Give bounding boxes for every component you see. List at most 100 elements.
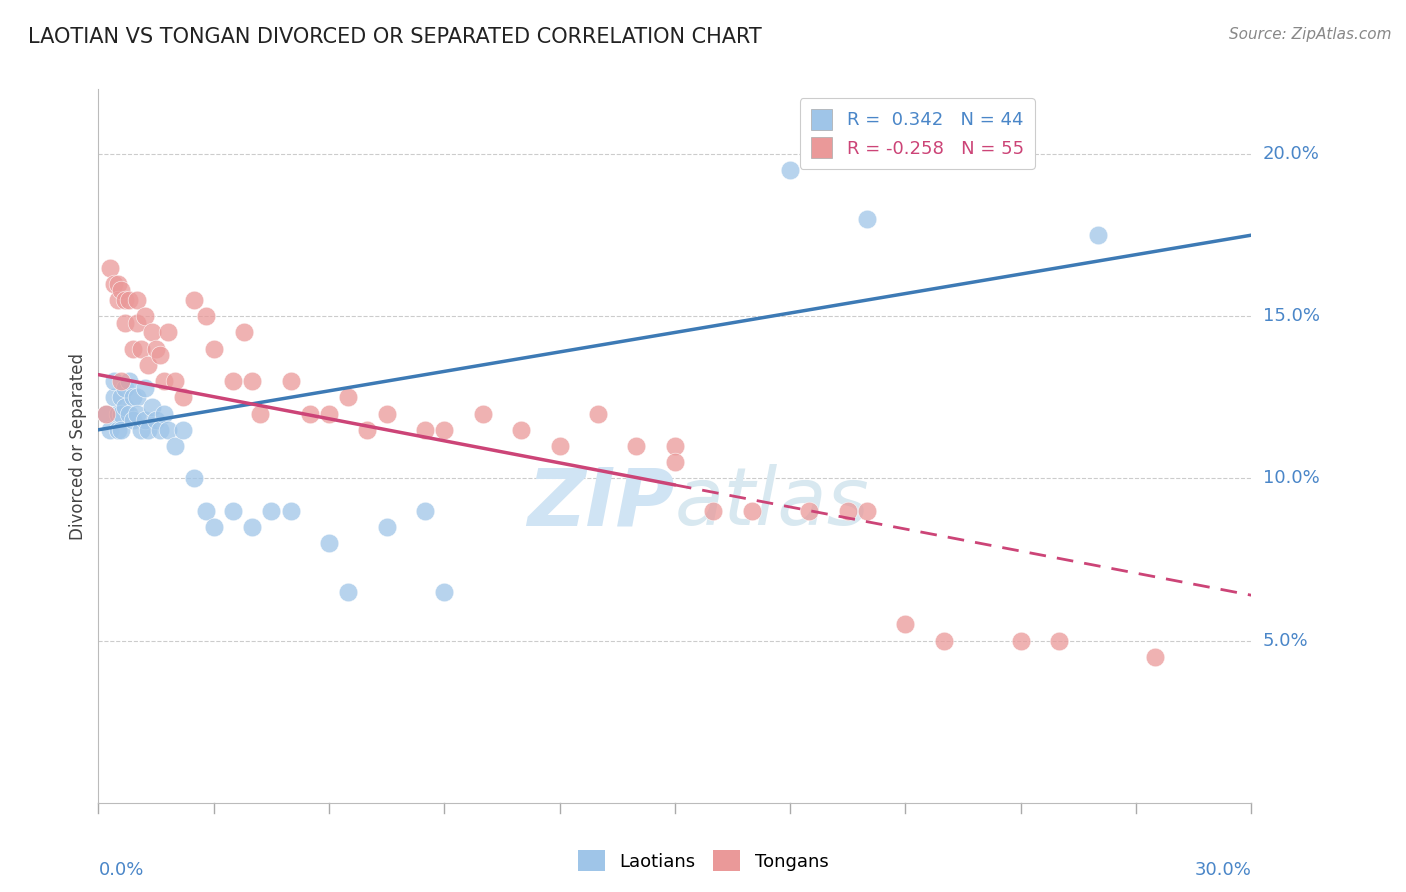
Point (195, 310, 218, 324)
Point (249, 407, 271, 421)
Point (103, 390, 125, 404)
Point (165, 374, 187, 388)
Point (586, 407, 609, 421)
Point (138, 358, 160, 372)
Point (741, 504, 763, 518)
Point (1010, 147, 1032, 161)
Point (125, 293, 148, 307)
Text: 20.0%: 20.0% (1263, 145, 1320, 163)
Text: atlas: atlas (675, 464, 870, 542)
Point (134, 310, 156, 324)
Point (298, 407, 321, 421)
Point (107, 293, 129, 307)
Point (433, 423, 456, 437)
Point (149, 423, 172, 437)
Point (183, 471, 205, 485)
Point (110, 374, 132, 388)
Point (233, 326, 256, 340)
Point (141, 400, 163, 414)
Point (240, 374, 263, 388)
Point (318, 536, 340, 550)
Point (337, 390, 360, 404)
Point (222, 504, 245, 518)
Point (318, 407, 340, 421)
Point (118, 407, 141, 421)
Point (145, 413, 167, 427)
Point (149, 348, 172, 362)
Point (94, 407, 117, 421)
Point (103, 374, 125, 388)
Point (240, 520, 263, 534)
Point (152, 407, 174, 421)
Point (664, 439, 686, 453)
Point (626, 439, 648, 453)
Point (110, 390, 132, 404)
Point (799, 504, 821, 518)
Point (548, 439, 571, 453)
Text: 5.0%: 5.0% (1263, 632, 1309, 649)
Point (110, 283, 132, 297)
Point (1047, 633, 1070, 648)
Point (172, 390, 194, 404)
Point (103, 277, 125, 291)
Point (138, 423, 160, 437)
Point (510, 423, 533, 437)
Point (125, 390, 148, 404)
Point (129, 342, 152, 356)
Point (471, 407, 494, 421)
Point (183, 293, 205, 307)
Point (413, 504, 436, 518)
Point (1010, 633, 1032, 648)
Text: 15.0%: 15.0% (1263, 307, 1320, 326)
Point (110, 423, 132, 437)
Point (433, 585, 456, 599)
Point (118, 293, 141, 307)
Point (107, 423, 129, 437)
Point (118, 374, 141, 388)
Point (202, 520, 225, 534)
Point (114, 293, 136, 307)
Point (122, 342, 145, 356)
Point (98, 423, 121, 437)
Text: LAOTIAN VS TONGAN DIVORCED OR SEPARATED CORRELATION CHART: LAOTIAN VS TONGAN DIVORCED OR SEPARATED … (28, 27, 762, 46)
Point (122, 413, 145, 427)
Point (837, 504, 859, 518)
Point (375, 407, 398, 421)
Point (114, 400, 136, 414)
Text: 0.0%: 0.0% (98, 861, 143, 880)
Point (145, 342, 167, 356)
Point (664, 455, 686, 469)
Point (165, 439, 187, 453)
Point (114, 381, 136, 395)
Text: ZIP: ZIP (527, 464, 675, 542)
Point (260, 504, 283, 518)
Point (141, 326, 163, 340)
Point (202, 342, 225, 356)
Point (932, 633, 955, 648)
Point (779, 163, 801, 178)
Text: Source: ZipAtlas.com: Source: ZipAtlas.com (1229, 27, 1392, 42)
Point (856, 211, 879, 226)
Point (172, 423, 194, 437)
Point (894, 617, 917, 632)
Point (98, 260, 121, 275)
Point (1087, 228, 1109, 243)
Point (134, 381, 156, 395)
Point (134, 413, 156, 427)
Point (702, 504, 724, 518)
Point (125, 407, 148, 421)
Point (337, 585, 360, 599)
Point (195, 504, 218, 518)
Point (107, 277, 129, 291)
Text: 30.0%: 30.0% (1195, 861, 1251, 880)
Legend: Laotians, Tongans: Laotians, Tongans (571, 843, 835, 879)
Point (356, 423, 378, 437)
Point (222, 374, 245, 388)
Point (125, 316, 148, 330)
Legend: R =  0.342   N = 44, R = -0.258   N = 55: R = 0.342 N = 44, R = -0.258 N = 55 (800, 98, 1035, 169)
Point (856, 504, 879, 518)
Point (110, 407, 132, 421)
Point (114, 316, 136, 330)
Point (280, 374, 302, 388)
Point (107, 407, 129, 421)
